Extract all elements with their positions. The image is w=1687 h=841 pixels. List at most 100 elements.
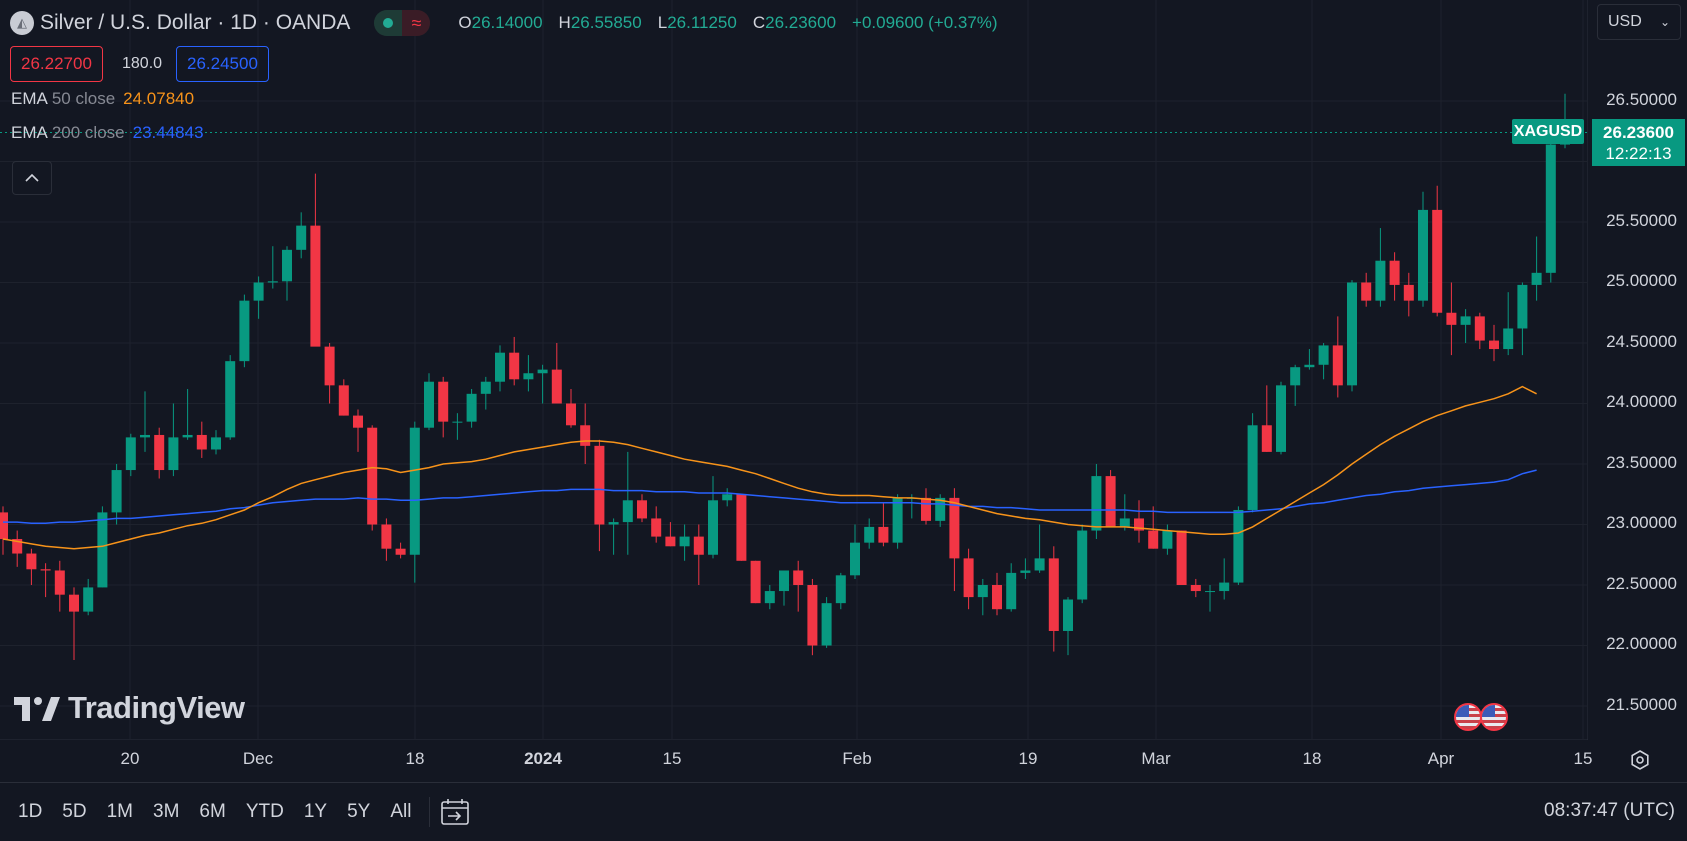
utc-clock[interactable]: 08:37:47 (UTC) — [1544, 800, 1675, 821]
candle-body — [125, 437, 136, 471]
candle-body — [651, 518, 662, 537]
candle-body — [424, 381, 434, 428]
candle-body — [1034, 558, 1045, 571]
candle-body — [111, 470, 122, 513]
range-6m-button[interactable]: 6M — [199, 801, 226, 822]
candle-body — [452, 421, 463, 423]
candle-body — [764, 591, 775, 604]
last-price-value: 26.23600 — [1603, 122, 1674, 142]
candle-body — [0, 512, 8, 540]
candle-body — [1091, 476, 1102, 531]
candle-body — [1148, 530, 1159, 549]
range-5d-button[interactable]: 5D — [62, 801, 87, 822]
currency-selector[interactable]: USD ⌄ — [1597, 4, 1681, 40]
candle-body — [211, 437, 221, 450]
price-chart[interactable] — [0, 0, 1588, 740]
economic-events[interactable] — [1454, 703, 1508, 731]
symbol-legend[interactable]: ◭ Silver / U.S. Dollar · 1D · OANDA ≈ O2… — [10, 8, 998, 38]
price-axis-label: 24.00000 — [1606, 392, 1677, 411]
candle-body — [1432, 209, 1443, 313]
candle-body — [1020, 570, 1031, 573]
candle-body — [381, 524, 392, 549]
indicator-ema200[interactable]: EMA 200 close 23.44843 — [11, 123, 204, 143]
data-delay-icon: ≈ — [402, 10, 431, 36]
chart-area[interactable] — [0, 0, 1588, 740]
toolbar-divider — [429, 797, 431, 827]
candle-body — [1517, 284, 1528, 329]
candle-body — [1332, 345, 1343, 386]
candle-body — [1503, 328, 1514, 350]
change-value: +0.09600 (+0.37%) — [852, 13, 998, 32]
indicator-ema50[interactable]: EMA 50 close 24.07840 — [11, 89, 194, 109]
candle-body — [1276, 385, 1286, 452]
candle-body — [679, 536, 690, 547]
candle-body — [1489, 340, 1499, 350]
indicator-name: EMA — [11, 89, 48, 108]
high-key: H — [558, 13, 571, 32]
price-axis-label: 22.00000 — [1606, 634, 1677, 653]
candle-body — [1219, 582, 1230, 592]
sell-button[interactable]: 26.22700 — [10, 46, 103, 82]
candle-body — [1361, 282, 1372, 301]
buy-button[interactable]: 26.24500 — [176, 46, 269, 82]
price-axis-label: 22.50000 — [1606, 574, 1677, 593]
spread-value: 180.0 — [122, 55, 163, 72]
candle-body — [878, 526, 889, 543]
candle-body — [1176, 530, 1187, 585]
candle-body — [324, 346, 335, 386]
range-1d-button[interactable]: 1D — [18, 801, 43, 822]
candle-body — [864, 526, 875, 543]
price-axis-label: 23.00000 — [1606, 513, 1677, 532]
time-axis-label: 18 — [405, 749, 425, 768]
ema50-line — [2, 385, 1537, 550]
candle-body — [537, 369, 548, 374]
candle-body — [1190, 585, 1201, 592]
candle-body — [253, 282, 264, 301]
candle-body — [239, 300, 250, 362]
collapse-legend-button[interactable] — [12, 161, 52, 195]
candle-body — [821, 603, 832, 646]
candle-body — [509, 352, 520, 380]
open-key: O — [458, 13, 472, 32]
candle-body — [1205, 591, 1215, 593]
us-flag-icon[interactable] — [1454, 703, 1482, 731]
candle-body — [580, 425, 591, 446]
candle-body — [935, 497, 946, 521]
candle-body — [992, 585, 1002, 610]
time-axis-label: 15 — [662, 749, 682, 768]
indicator-value: 24.07840 — [123, 89, 195, 108]
time-axis-label: 15 — [1573, 749, 1593, 768]
range-all-button[interactable]: All — [390, 801, 412, 822]
range-3m-button[interactable]: 3M — [153, 801, 180, 822]
candle-body — [83, 587, 94, 612]
price-axis-label: 25.50000 — [1606, 211, 1677, 230]
candle-body — [1247, 425, 1258, 510]
settings-gear-icon[interactable] — [1628, 748, 1652, 772]
symbol-title[interactable]: Silver / U.S. Dollar · 1D · OANDA — [40, 11, 351, 34]
candle-body — [622, 500, 633, 523]
candle-body — [1446, 312, 1457, 325]
time-axis-label: Mar — [1141, 749, 1171, 768]
candle-body — [1105, 476, 1116, 527]
candle-body — [779, 570, 789, 592]
date-range-calendar-icon[interactable] — [440, 798, 470, 826]
range-1y-button[interactable]: 1Y — [303, 801, 328, 822]
candle-body — [637, 500, 647, 519]
price-axis-label: 24.50000 — [1606, 332, 1677, 351]
candle-body — [310, 225, 321, 347]
candle-body — [523, 373, 534, 380]
symbol-logo-icon: ◭ — [10, 11, 34, 35]
tradingview-logo[interactable]: TradingView — [14, 690, 245, 726]
candle-body — [892, 497, 903, 543]
time-axis-label: 19 — [1018, 749, 1038, 768]
candle-body — [1347, 282, 1357, 386]
us-flag-icon[interactable] — [1480, 703, 1508, 731]
range-ytd-button[interactable]: YTD — [245, 801, 284, 822]
candle-body — [395, 548, 406, 555]
candle-body — [1460, 316, 1471, 325]
candle-body — [1233, 509, 1244, 583]
range-5y-button[interactable]: 5Y — [347, 801, 371, 822]
symbol-tag: XAGUSD — [1512, 119, 1584, 144]
market-status-pill[interactable]: ≈ — [374, 10, 431, 36]
range-1m-button[interactable]: 1M — [106, 801, 133, 822]
